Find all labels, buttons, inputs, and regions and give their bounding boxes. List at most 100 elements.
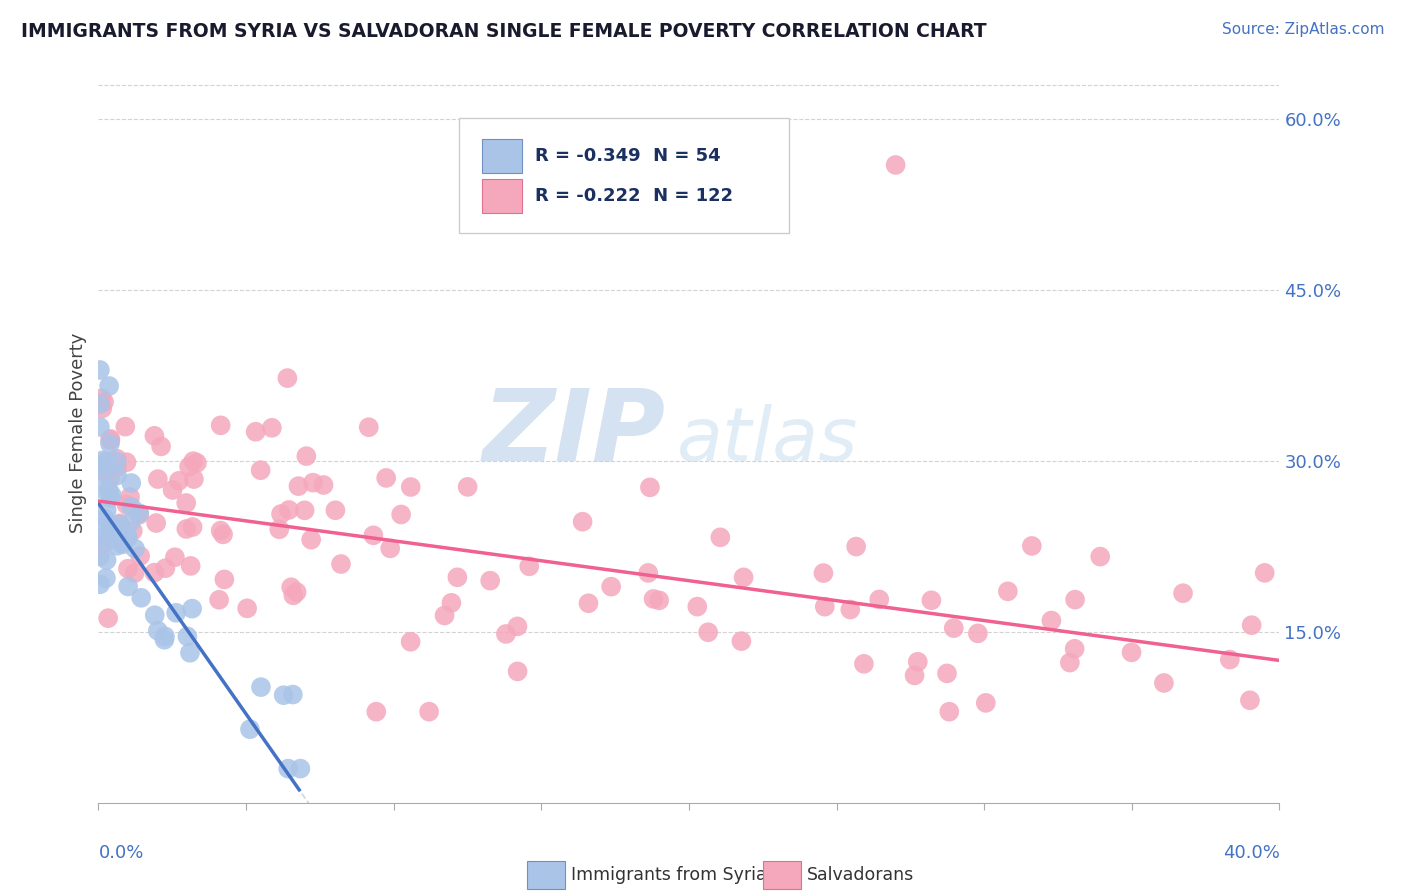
Point: [1239, 693, 1261, 707]
Point: [128, 506, 150, 520]
Point: [117, 561, 139, 575]
Point: [120, 476, 142, 491]
Point: [91, 465, 114, 479]
Point: [730, 634, 752, 648]
Point: [100, 488, 122, 502]
Point: [97, 483, 120, 497]
Point: [146, 624, 169, 638]
Point: [287, 479, 309, 493]
Point: [153, 629, 176, 643]
Point: [578, 596, 600, 610]
Point: [90, 458, 112, 473]
Point: [97, 534, 120, 549]
Point: [93, 395, 115, 409]
Text: IMMIGRANTS FROM SYRIA VS SALVADORAN SINGLE FEMALE POVERTY CORRELATION CHART: IMMIGRANTS FROM SYRIA VS SALVADORAN SING…: [21, 22, 987, 41]
Text: Immigrants from Syria: Immigrants from Syria: [571, 865, 766, 884]
Point: [146, 472, 169, 486]
Point: [117, 529, 139, 543]
Point: [269, 522, 291, 536]
Point: [121, 500, 143, 514]
Point: [89, 420, 111, 434]
Point: [94, 571, 117, 585]
Point: [1059, 656, 1081, 670]
Point: [97, 611, 120, 625]
Point: [260, 421, 283, 435]
Point: [153, 632, 176, 647]
Point: [177, 459, 200, 474]
Point: [997, 584, 1019, 599]
Point: [357, 420, 380, 434]
Point: [273, 688, 295, 702]
Point: [94, 512, 117, 526]
Point: [295, 449, 318, 463]
Point: [89, 397, 111, 411]
Point: [236, 601, 259, 615]
Point: [89, 363, 111, 377]
Point: [150, 439, 173, 453]
Point: [108, 517, 131, 532]
Point: [117, 531, 139, 545]
Point: [280, 580, 302, 594]
Point: [418, 705, 440, 719]
Text: 0.0%: 0.0%: [98, 845, 143, 863]
Point: [839, 602, 862, 616]
Point: [868, 592, 890, 607]
Point: [120, 515, 142, 529]
Text: 40.0%: 40.0%: [1223, 845, 1279, 863]
Point: [111, 535, 134, 549]
Point: [245, 425, 267, 439]
Point: [96, 503, 118, 517]
Point: [1254, 566, 1277, 580]
Point: [440, 596, 463, 610]
Point: [117, 579, 139, 593]
Point: [1021, 539, 1043, 553]
Point: [920, 593, 942, 607]
Point: [967, 626, 990, 640]
Point: [105, 455, 128, 469]
Point: [648, 593, 671, 607]
Point: [1153, 676, 1175, 690]
Point: [974, 696, 997, 710]
Point: [638, 480, 661, 494]
Point: [571, 515, 593, 529]
Point: [643, 591, 665, 606]
Point: [91, 483, 114, 497]
Point: [91, 401, 114, 416]
Point: [183, 472, 205, 486]
Point: [942, 621, 965, 635]
Point: [128, 508, 150, 522]
Point: [98, 432, 121, 446]
Point: [457, 480, 479, 494]
Point: [446, 570, 468, 584]
Point: [270, 507, 292, 521]
Point: [517, 559, 540, 574]
Point: [907, 655, 929, 669]
Point: [89, 549, 111, 564]
Point: [155, 561, 177, 575]
Point: [96, 553, 118, 567]
Point: [180, 558, 202, 573]
Point: [285, 585, 308, 599]
Point: [1040, 614, 1063, 628]
Point: [212, 527, 235, 541]
Point: [312, 478, 335, 492]
Point: [105, 460, 128, 475]
Point: [1090, 549, 1112, 564]
Point: [375, 471, 398, 485]
Point: [845, 540, 868, 554]
Point: [903, 668, 925, 682]
FancyBboxPatch shape: [763, 861, 801, 889]
Point: [852, 657, 875, 671]
Point: [250, 680, 273, 694]
Point: [105, 539, 128, 553]
Point: [366, 705, 388, 719]
Point: [181, 454, 204, 468]
Point: [239, 722, 262, 736]
Point: [100, 433, 122, 447]
Point: [399, 480, 422, 494]
Point: [277, 503, 299, 517]
Point: [277, 762, 299, 776]
Point: [167, 474, 190, 488]
Point: [1240, 618, 1263, 632]
Point: [290, 762, 312, 776]
